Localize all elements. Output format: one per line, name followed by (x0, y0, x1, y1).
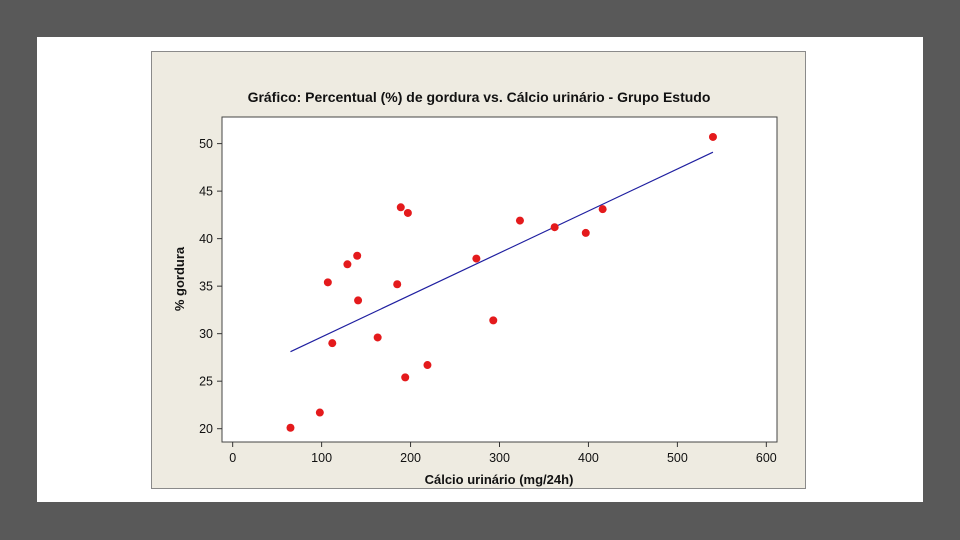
y-axis-label: % gordura (172, 246, 187, 311)
data-point (472, 254, 481, 263)
data-point (396, 203, 405, 212)
x-tick-label: 300 (489, 451, 510, 465)
data-point (489, 316, 498, 325)
data-point (315, 408, 324, 417)
y-tick-label: 30 (199, 327, 213, 341)
y-tick-label: 50 (199, 137, 213, 151)
chart-title: Gráfico: Percentual (%) de gordura vs. C… (248, 89, 711, 105)
data-point (708, 132, 717, 141)
data-point (373, 333, 382, 342)
y-axis: 20 25 30 35 40 45 50 (199, 137, 222, 436)
y-tick-label: 35 (199, 280, 213, 294)
data-point (403, 208, 412, 217)
slide-background: Gráfico: Percentual (%) de gordura vs. C… (37, 37, 923, 502)
data-point (401, 373, 410, 382)
x-tick-label: 100 (311, 451, 332, 465)
x-axis-label: Cálcio urinário (mg/24h) (425, 472, 574, 487)
data-point (328, 339, 337, 348)
data-point (393, 280, 402, 289)
x-axis: 0 100 200 300 400 500 600 (229, 442, 777, 465)
data-point (598, 205, 607, 214)
plot-area (221, 116, 778, 443)
data-point (343, 260, 352, 269)
data-point (423, 361, 432, 370)
x-tick-label: 600 (756, 451, 777, 465)
y-tick-label: 40 (199, 232, 213, 246)
data-point (354, 296, 363, 305)
regression-line (290, 151, 714, 353)
data-point (581, 228, 590, 237)
data-point (323, 278, 332, 287)
data-point (353, 251, 362, 260)
y-tick-label: 20 (199, 422, 213, 436)
x-tick-label: 200 (400, 451, 421, 465)
x-tick-label: 400 (578, 451, 599, 465)
data-points (286, 132, 717, 432)
y-tick-label: 45 (199, 185, 213, 199)
y-tick-label: 25 (199, 375, 213, 389)
x-tick-label: 500 (667, 451, 688, 465)
data-point (515, 216, 524, 225)
data-point (550, 223, 559, 232)
chart-frame: Gráfico: Percentual (%) de gordura vs. C… (151, 51, 806, 489)
scatter-chart: Gráfico: Percentual (%) de gordura vs. C… (172, 89, 778, 487)
x-tick-label: 0 (229, 451, 236, 465)
data-point (286, 423, 295, 432)
